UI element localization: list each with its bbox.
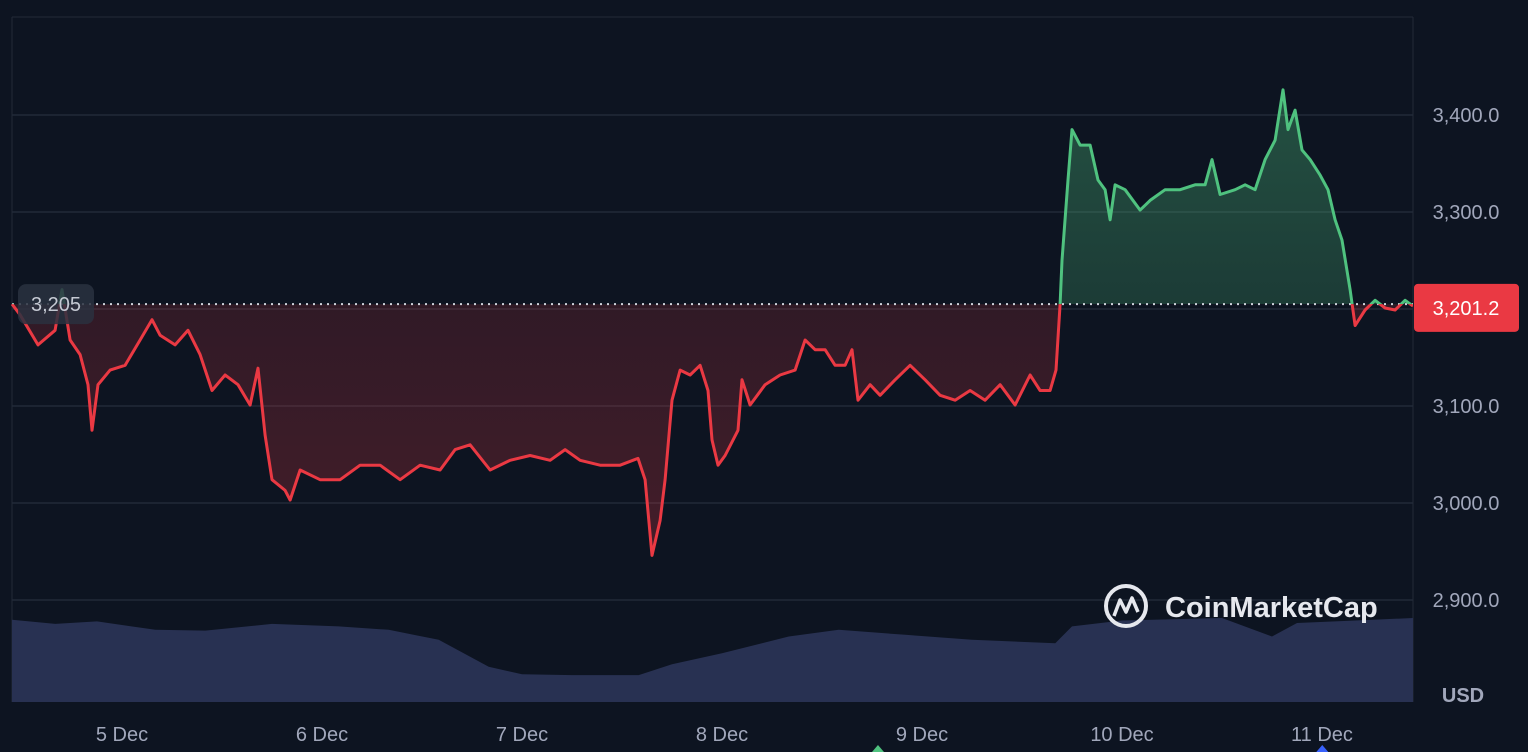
y-tick-label: 3,300.0	[1433, 202, 1500, 224]
event-markers	[871, 745, 1329, 752]
y-tick-label: 2,900.0	[1433, 590, 1500, 612]
y-axis: 3,400.0 3,300.0 3,100.0 3,000.0 2,900.0	[1433, 105, 1500, 612]
y-tick-label: 3,400.0	[1433, 105, 1500, 127]
baseline-label-text: 3,205	[31, 294, 81, 316]
currency-label: USD	[1442, 685, 1484, 707]
x-tick-label: 7 Dec	[496, 724, 548, 746]
x-tick-label: 10 Dec	[1090, 724, 1153, 746]
price-line-up	[11, 88, 1413, 305]
x-axis: 5 Dec 6 Dec 7 Dec 8 Dec 9 Dec 10 Dec 11 Dec	[96, 724, 1353, 746]
coinmarketcap-logo-icon	[1104, 584, 1148, 628]
x-tick-label: 8 Dec	[696, 724, 748, 746]
current-price-label: 3,201.2	[1414, 283, 1519, 332]
coinmarketcap-logo-wave	[1112, 596, 1140, 617]
x-tick-label: 11 Dec	[1291, 724, 1353, 746]
area-above-baseline	[12, 89, 1411, 305]
watermark-text: CoinMarketCap	[1165, 592, 1378, 624]
x-tick-label: 5 Dec	[96, 724, 148, 746]
y-tick-label: 3,100.0	[1433, 396, 1500, 418]
baseline-label: 3,205	[18, 284, 94, 325]
event-marker-icon[interactable]	[871, 745, 884, 752]
x-tick-label: 6 Dec	[296, 724, 348, 746]
watermark: CoinMarketCap	[1104, 584, 1378, 628]
current-price-text: 3,201.2	[1433, 298, 1500, 320]
y-tick-label: 3,000.0	[1433, 493, 1500, 515]
area-below-baseline	[12, 304, 1413, 556]
price-line-down	[10, 304, 1413, 557]
volume-area	[12, 618, 1413, 702]
event-marker-icon[interactable]	[1316, 745, 1329, 752]
x-tick-label: 9 Dec	[896, 724, 948, 746]
